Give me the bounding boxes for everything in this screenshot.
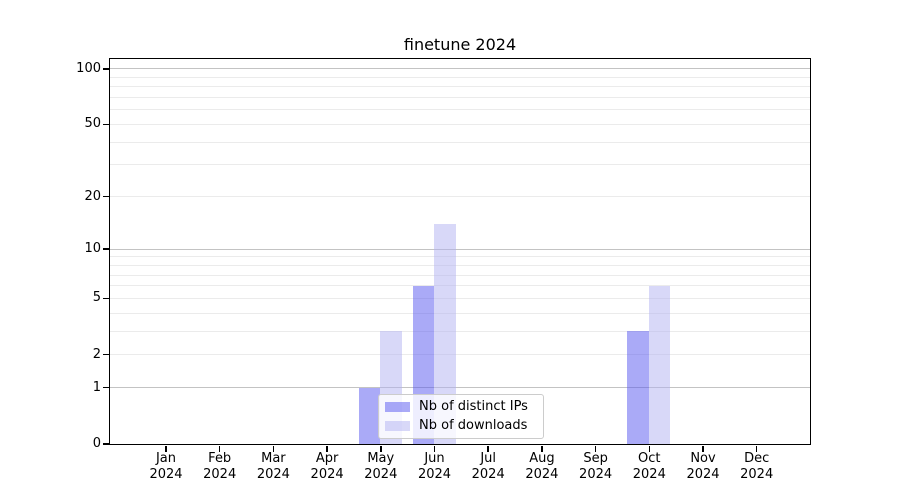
x-tick-label-apr: Apr 2024 — [292, 451, 362, 482]
x-tick-mark-dec — [755, 446, 758, 452]
x-tick-month: Oct — [638, 451, 661, 466]
y-tick-label-100: 100 — [76, 60, 101, 76]
x-tick-year: 2024 — [149, 466, 183, 482]
x-tick-year: 2024 — [632, 466, 666, 482]
legend-label-downloads: Nb of downloads — [419, 418, 528, 433]
x-tick-mark-jul — [487, 446, 489, 452]
x-tick-mark-jan — [165, 446, 167, 452]
gridline-major-100 — [109, 68, 810, 70]
gridline-minor-80 — [109, 86, 810, 88]
legend-label-distinct-ips: Nb of distinct IPs — [419, 399, 528, 414]
x-tick-mark-apr — [326, 446, 328, 452]
x-tick-month: Jan — [155, 451, 177, 466]
gridline-minor-4 — [109, 312, 810, 314]
x-tick-month: Feb — [208, 451, 232, 466]
x-tick-month: Sep — [583, 451, 608, 466]
gridline-minor-5 — [109, 297, 810, 299]
y-tick-label-20: 20 — [84, 188, 101, 204]
x-tick-month: May — [367, 451, 395, 466]
x-tick-label-nov: Nov 2024 — [668, 451, 738, 482]
x-tick-mark-feb — [218, 446, 221, 452]
y-tick-mark-1 — [103, 386, 109, 389]
bar-ips-oct — [627, 331, 649, 444]
x-tick-mark-may — [380, 446, 382, 452]
gridline-minor-90 — [109, 76, 810, 78]
y-tick-mark-50 — [103, 123, 109, 126]
x-tick-label-dec: Dec 2024 — [722, 451, 792, 482]
x-tick-month: Jul — [480, 451, 497, 466]
bar-downloads-jun — [434, 223, 456, 444]
x-tick-year: 2024 — [579, 466, 613, 482]
y-tick-mark-100 — [103, 68, 109, 70]
x-tick-year: 2024 — [256, 466, 290, 482]
x-tick-label-mar: Mar 2024 — [238, 451, 308, 482]
gridline-minor-3 — [109, 330, 810, 332]
y-tick-label-5: 5 — [92, 290, 101, 306]
gridline-minor-20 — [109, 196, 810, 198]
bar-ips-may — [358, 387, 381, 444]
x-tick-label-jul: Jul 2024 — [453, 451, 523, 482]
x-tick-label-sep: Sep 2024 — [561, 451, 631, 482]
gridline-minor-8 — [109, 264, 810, 266]
x-tick-mark-oct — [648, 446, 651, 452]
gridline-minor-9 — [109, 256, 810, 258]
x-tick-label-jun: Jun 2024 — [400, 451, 470, 482]
y-tick-label-50: 50 — [84, 116, 101, 132]
x-tick-month: Jun — [424, 451, 445, 466]
x-tick-month: Dec — [744, 451, 770, 466]
legend-item-downloads: Nb of downloads — [385, 418, 537, 434]
x-tick-month: Apr — [315, 451, 339, 466]
legend: Nb of distinct IPs Nb of downloads — [378, 394, 544, 439]
x-tick-mark-jun — [433, 446, 436, 452]
x-tick-label-oct: Oct 2024 — [614, 451, 684, 482]
gridline-minor-2 — [109, 354, 810, 356]
gridline-minor-70 — [109, 97, 810, 99]
x-tick-label-jan: Jan 2024 — [131, 451, 201, 482]
gridline-minor-6 — [109, 285, 810, 287]
x-tick-year: 2024 — [525, 466, 559, 482]
legend-swatch-downloads — [385, 421, 410, 431]
y-tick-label-0: 0 — [92, 436, 101, 451]
x-tick-month: Aug — [529, 451, 555, 466]
x-tick-year: 2024 — [203, 466, 237, 482]
x-tick-year: 2024 — [471, 466, 505, 482]
chart-title: finetune 2024 — [403, 35, 517, 54]
y-tick-mark-20 — [103, 195, 109, 198]
gridline-minor-50 — [109, 123, 810, 125]
x-tick-year: 2024 — [740, 466, 774, 482]
y-tick-label-10: 10 — [84, 241, 101, 257]
y-tick-label-1: 1 — [92, 379, 101, 395]
gridline-major-1 — [109, 387, 810, 389]
plot-area — [108, 57, 811, 445]
legend-swatch-distinct-ips — [385, 402, 410, 412]
gridline-major-10 — [109, 248, 810, 250]
y-tick-mark-2 — [103, 353, 109, 356]
x-tick-label-feb: Feb 2024 — [185, 451, 255, 482]
x-tick-mark-aug — [541, 446, 543, 452]
y-tick-mark-10 — [103, 248, 109, 250]
x-tick-mark-sep — [594, 446, 597, 452]
bar-downloads-oct — [648, 285, 671, 444]
x-tick-mark-nov — [702, 446, 704, 452]
gridline-minor-7 — [109, 274, 810, 276]
y-tick-mark-0 — [103, 443, 109, 445]
x-tick-year: 2024 — [417, 466, 452, 482]
x-tick-year: 2024 — [686, 466, 720, 482]
x-tick-mark-mar — [272, 446, 275, 452]
x-tick-month: Mar — [261, 451, 286, 466]
x-tick-label-may: May 2024 — [346, 451, 416, 482]
y-tick-label-2: 2 — [92, 346, 101, 362]
gridline-minor-30 — [109, 164, 810, 166]
x-tick-month: Nov — [690, 451, 716, 466]
x-tick-year: 2024 — [310, 466, 344, 482]
legend-item-distinct-ips: Nb of distinct IPs — [385, 399, 537, 415]
gridline-minor-60 — [109, 109, 810, 111]
gridline-minor-40 — [109, 141, 810, 143]
x-tick-label-aug: Aug 2024 — [507, 451, 577, 482]
y-tick-mark-5 — [103, 297, 109, 300]
x-tick-year: 2024 — [364, 466, 398, 482]
